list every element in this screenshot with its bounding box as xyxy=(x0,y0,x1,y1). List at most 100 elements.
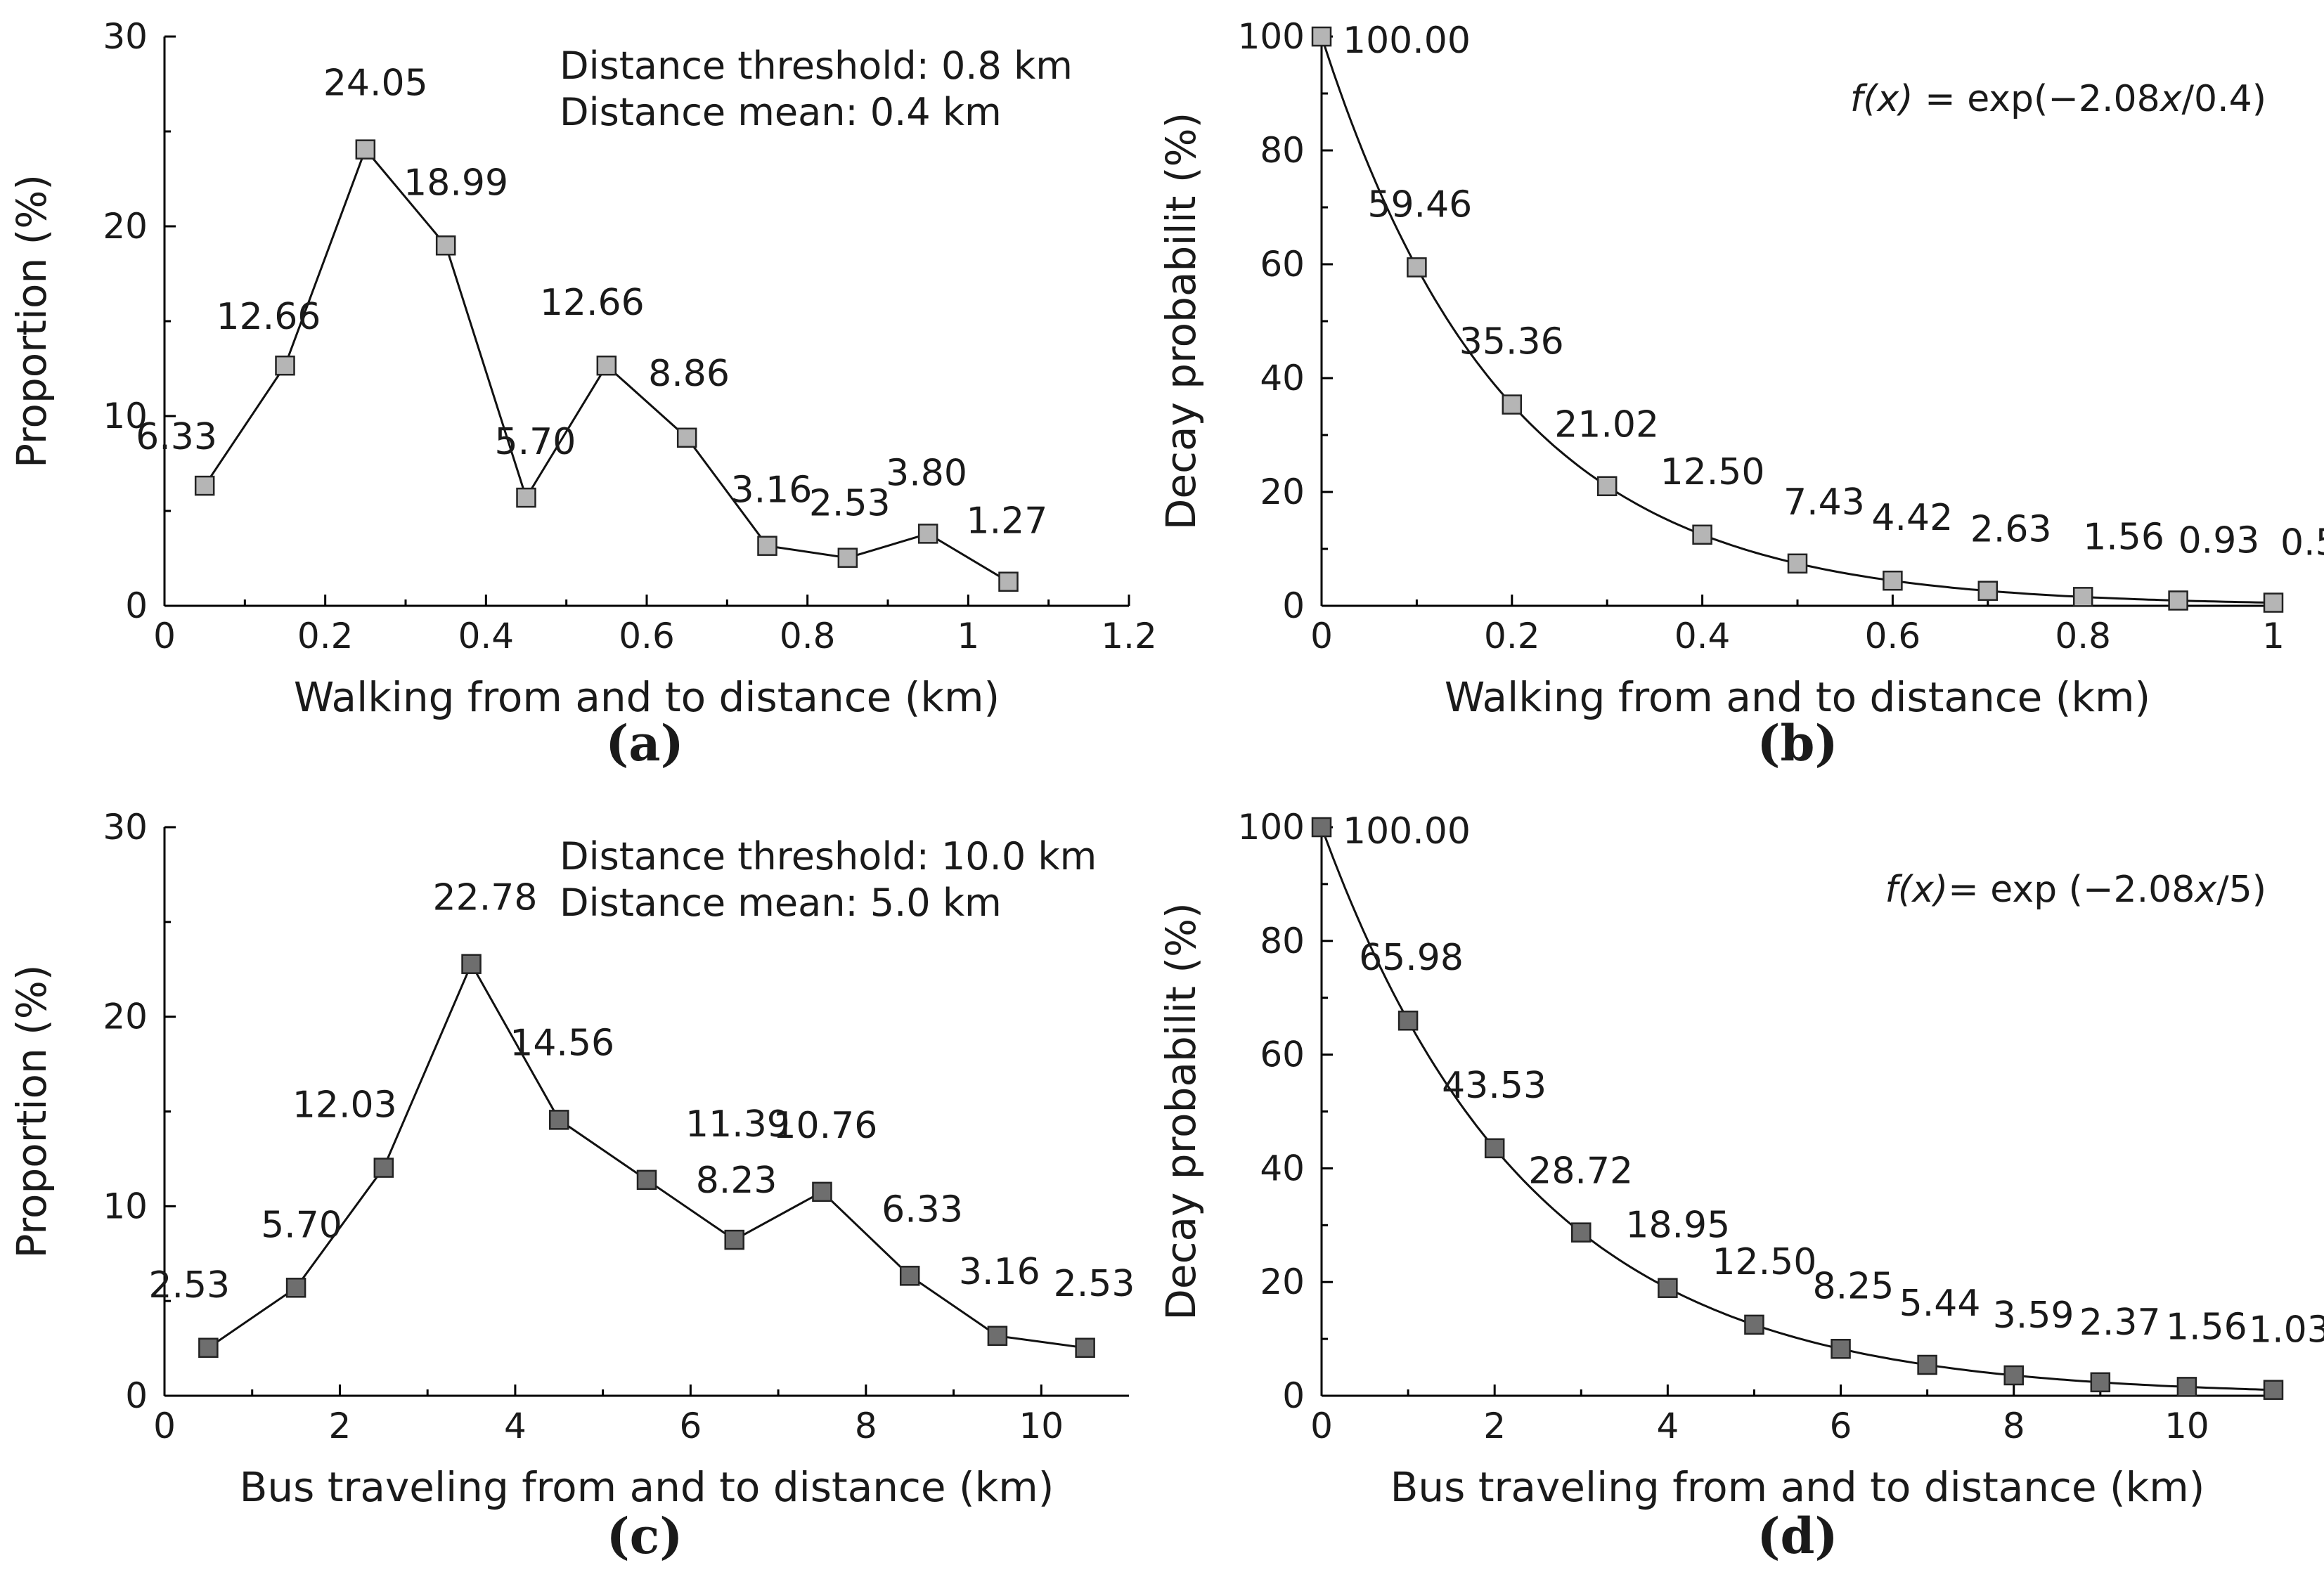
data-point xyxy=(1831,1339,1851,1359)
annotation-note: Distance mean: 5.0 km xyxy=(560,881,1002,925)
y-axis-title: Decay probabilit (%) xyxy=(1157,112,1205,530)
y-tick-label: 30 xyxy=(103,807,148,848)
y-tick-label: 20 xyxy=(103,206,148,247)
data-label: 100.00 xyxy=(1343,810,1471,852)
y-tick-label: 0 xyxy=(125,1375,148,1416)
data-point xyxy=(1311,817,1332,838)
data-point xyxy=(355,139,376,160)
y-tick-label: 40 xyxy=(1260,1148,1305,1188)
data-label: 1.56 xyxy=(2083,516,2164,558)
data-label: 8.25 xyxy=(1813,1265,1894,1307)
data-point xyxy=(636,1169,657,1191)
y-tick-label: 80 xyxy=(1260,921,1305,961)
x-tick-label: 4 xyxy=(1656,1406,1679,1446)
data-label: 2.53 xyxy=(1054,1263,1135,1305)
y-axis-title: Proportion (%) xyxy=(8,174,56,468)
data-label: 35.36 xyxy=(1459,321,1564,363)
data-label: 3.59 xyxy=(1993,1295,2074,1337)
data-label: 43.53 xyxy=(1442,1065,1547,1107)
data-point xyxy=(596,355,617,376)
panel-label: (c) xyxy=(607,1507,683,1565)
formula-part: x xyxy=(2159,78,2183,120)
data-label: 5.44 xyxy=(1899,1283,1981,1325)
y-tick-label: 0 xyxy=(1282,585,1305,626)
x-tick-label: 10 xyxy=(1019,1406,1064,1446)
y-tick-label: 20 xyxy=(1260,472,1305,512)
series-line xyxy=(1320,826,2274,1392)
data-label: 3.16 xyxy=(959,1251,1040,1293)
formula-annotation: f(x)= exp (−2.08x/5) xyxy=(1885,869,2266,911)
data-label: 12.50 xyxy=(1712,1241,1816,1283)
data-point xyxy=(2263,592,2284,613)
data-point xyxy=(549,1110,569,1130)
data-label: 10.76 xyxy=(773,1105,877,1147)
x-tick-label: 0.6 xyxy=(619,616,675,656)
x-tick-label: 8 xyxy=(855,1406,877,1446)
y-tick-label: 10 xyxy=(103,396,148,436)
data-point xyxy=(2072,587,2093,607)
data-point xyxy=(812,1181,832,1202)
panel-label: (d) xyxy=(1757,1507,1838,1565)
data-point xyxy=(2263,1380,2284,1400)
panel-label: (b) xyxy=(1757,714,1838,772)
y-axis-title: Decay probabilit (%) xyxy=(1157,902,1205,1320)
panel-b: 0 20 40 60 80 100 0 0.2 0.4 0.6 0.8 1 Decay probabil… xyxy=(1157,16,2324,772)
data-point xyxy=(724,1229,744,1250)
data-label: 12.03 xyxy=(292,1084,397,1127)
data-label: 8.86 xyxy=(648,353,730,395)
data-point xyxy=(1484,1138,1505,1159)
data-point xyxy=(435,235,456,256)
x-tick-label: 0.6 xyxy=(1865,616,1921,656)
data-point xyxy=(275,355,295,376)
data-point xyxy=(1311,26,1332,47)
data-point xyxy=(1502,394,1523,415)
data-point xyxy=(1571,1222,1592,1243)
data-point xyxy=(516,487,536,508)
data-label: 2.63 xyxy=(1970,509,2052,551)
x-tick-label: 2 xyxy=(1483,1406,1506,1446)
y-tick-label: 0 xyxy=(1282,1375,1305,1416)
x-tick-label: 6 xyxy=(679,1406,702,1446)
x-tick-label: 1 xyxy=(2262,616,2285,656)
x-tick-label: 10 xyxy=(2164,1406,2209,1446)
y-axis-title: Proportion (%) xyxy=(8,964,56,1258)
data-point xyxy=(1744,1314,1764,1335)
data-point xyxy=(194,475,215,496)
y-tick-label: 60 xyxy=(1260,1035,1305,1075)
data-label: 8.23 xyxy=(696,1160,777,1202)
data-point xyxy=(676,427,697,448)
x-tick-label: 0 xyxy=(153,616,176,656)
panel-label: (a) xyxy=(605,714,684,772)
data-label: 2.53 xyxy=(148,1264,230,1307)
data-point xyxy=(1977,581,1999,601)
data-point xyxy=(757,536,777,556)
annotation-note: Distance threshold: 10.0 km xyxy=(560,834,1097,878)
data-label: 12.66 xyxy=(217,296,321,338)
x-tick-label: 0 xyxy=(1310,616,1333,656)
formula-part: f(x) xyxy=(1885,869,1949,911)
data-label: 0.55 xyxy=(2280,522,2324,564)
y-tick-label: 10 xyxy=(103,1186,148,1226)
annotation-note: Distance mean: 0.4 km xyxy=(560,90,1002,134)
data-label: 11.39 xyxy=(685,1103,790,1146)
y-tick-label: 0 xyxy=(125,585,148,626)
data-point xyxy=(837,547,858,568)
data-label: 24.05 xyxy=(323,63,428,105)
formula-part: x xyxy=(2193,869,2217,911)
data-label: 2.53 xyxy=(809,483,891,525)
data-point xyxy=(1658,1278,1678,1298)
data-point xyxy=(1787,553,1808,574)
x-tick-label: 0 xyxy=(153,1406,176,1446)
annotation-note: Distance threshold: 0.8 km xyxy=(560,44,1073,88)
formula-part: /0.4) xyxy=(2181,78,2266,120)
y-tick-label: 60 xyxy=(1260,244,1305,285)
x-tick-label: 8 xyxy=(2003,1406,2025,1446)
data-label: 18.95 xyxy=(1625,1205,1730,1247)
formula-part: f(x) xyxy=(1850,78,1913,120)
data-point xyxy=(2168,590,2188,611)
y-tick-label: 100 xyxy=(1238,807,1305,848)
x-tick-label: 2 xyxy=(329,1406,351,1446)
panel-d: 0 20 40 60 80 100 0 2 4 6 8 10 Decay probabilit (%) B… xyxy=(1157,807,2324,1565)
data-point xyxy=(987,1325,1008,1347)
